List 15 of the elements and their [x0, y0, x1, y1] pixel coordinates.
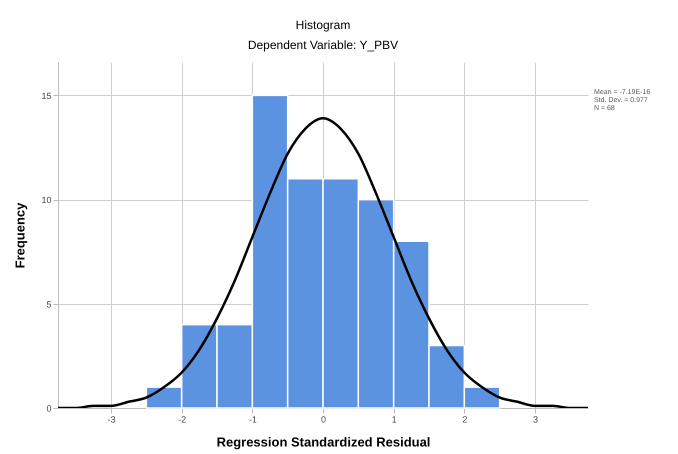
x-tick-label: 0	[320, 414, 326, 424]
x-tick-label: -2	[178, 414, 186, 424]
x-tick-label: -1	[248, 414, 257, 424]
x-tick-label: 2	[462, 414, 468, 424]
y-axis-title: Frequency	[12, 202, 28, 268]
x-tick-label: 3	[532, 414, 538, 424]
chart-subtitle: Dependent Variable: Y_PBV	[248, 38, 398, 52]
x-axis-title: Regression Standardized Residual	[216, 434, 430, 450]
y-tick-label: 10	[41, 195, 52, 206]
chart-title: Histogram	[296, 18, 350, 32]
x-tick-label: 1	[392, 414, 397, 424]
y-tick-label: 0	[46, 404, 52, 414]
x-tick-label: -3	[107, 414, 116, 424]
y-tick-label: 5	[46, 299, 52, 310]
y-tick-label: 15	[41, 90, 52, 101]
